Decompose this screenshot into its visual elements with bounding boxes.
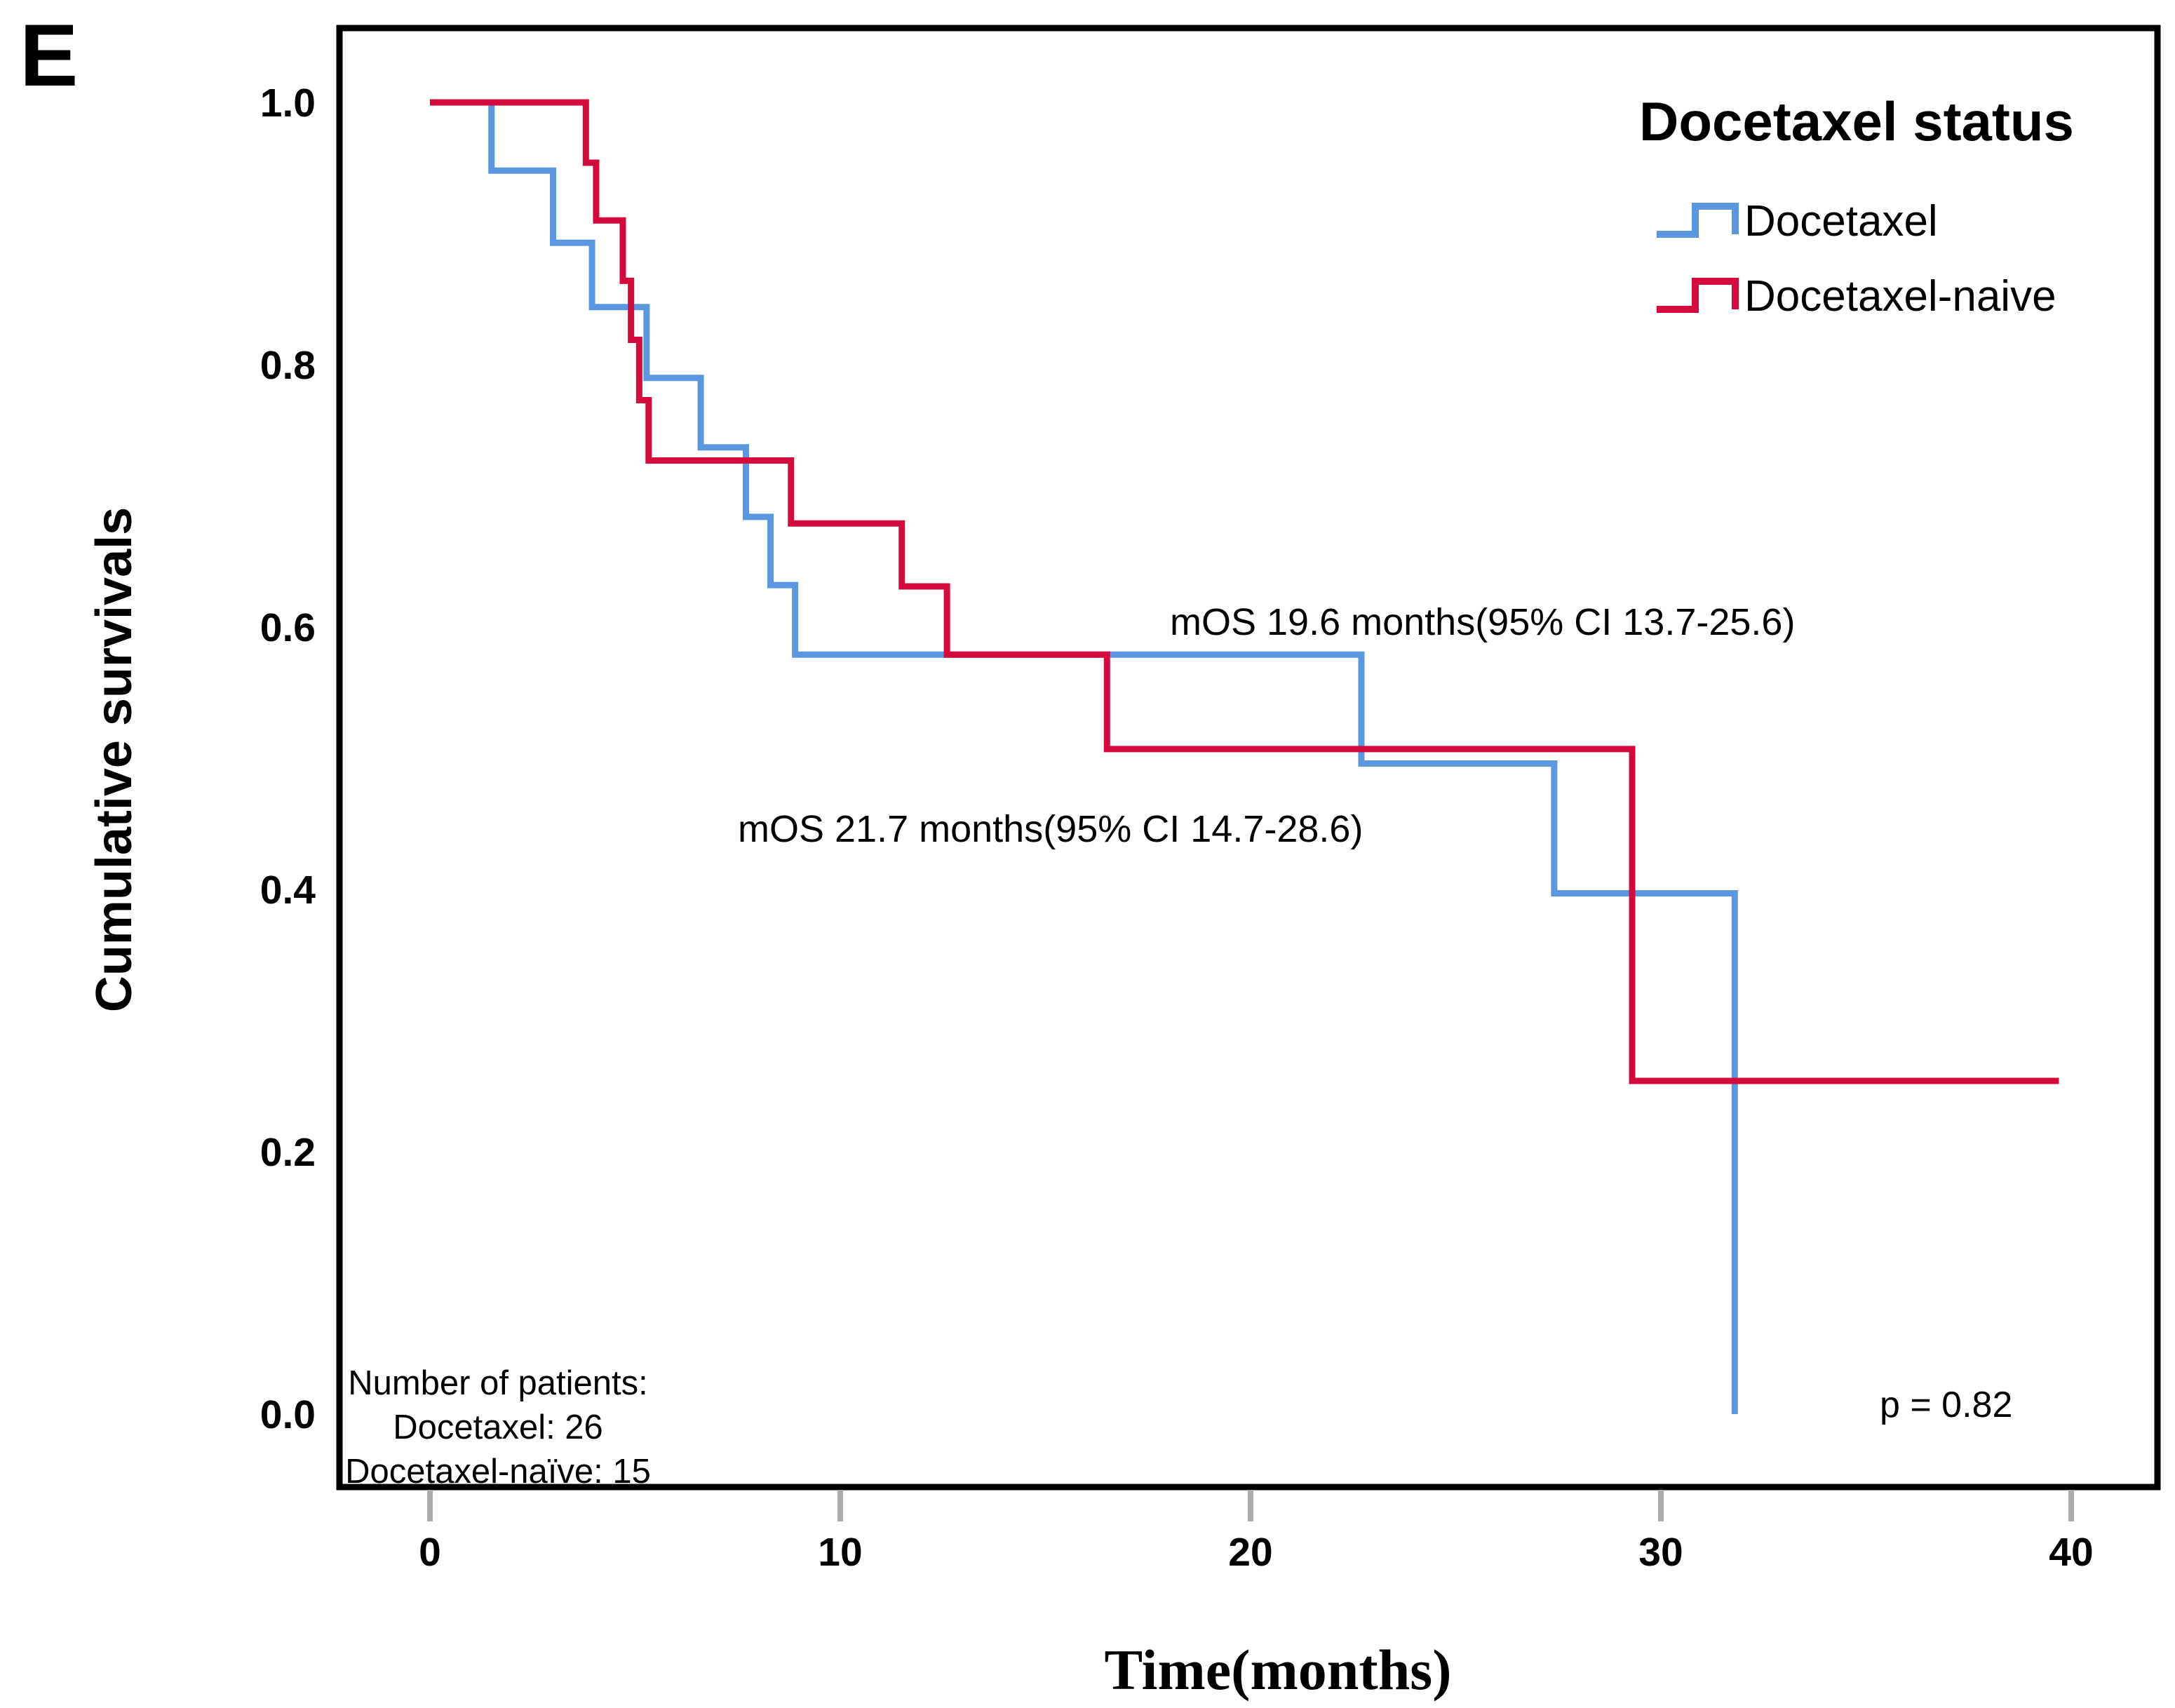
y-tick-label-0.4: 0.4: [260, 868, 316, 913]
x-tick-label-20: 20: [1228, 1530, 1272, 1575]
legend-label-docetaxel-naive: Docetaxel-naive: [1744, 272, 2056, 321]
annotation-mos-lower: mOS 21.7 months(95% CI 14.7-28.6): [738, 808, 1363, 850]
patients-note-line3: Docetaxel-naïve: 15: [345, 1453, 651, 1491]
p-value-label: p = 0.82: [1880, 1385, 2012, 1425]
y-tick-label-0.2: 0.2: [260, 1130, 316, 1175]
x-tick-label-30: 30: [1638, 1530, 1683, 1575]
patients-note-line2: Docetaxel: 26: [393, 1408, 603, 1446]
plot-frame: [336, 25, 2161, 1491]
legend: Docetaxel status Docetaxel Docetaxel-nai…: [1639, 90, 2074, 321]
x-axis-tick-labels: 0 10 20 30 40: [419, 1530, 2094, 1575]
y-axis-tick-labels: 1.0 0.8 0.6 0.4 0.2 0.0: [260, 81, 316, 1437]
x-axis-title: Time(months): [1104, 1638, 1451, 1702]
y-tick-label-1.0: 1.0: [260, 81, 316, 126]
x-tick-label-40: 40: [2049, 1530, 2093, 1575]
y-tick-label-0.6: 0.6: [260, 605, 316, 650]
annotation-mos-upper: mOS 19.6 months(95% CI 13.7-25.6): [1170, 601, 1795, 643]
legend-key-docetaxel-step-icon: [1657, 203, 1739, 238]
x-tick-label-0: 0: [419, 1530, 441, 1575]
x-tick-label-10: 10: [818, 1530, 862, 1575]
patients-note: Number of patients: Docetaxel: 26 Doceta…: [345, 1364, 651, 1491]
y-tick-label-0.8: 0.8: [260, 343, 316, 388]
y-axis-title: Cumulative survivals: [86, 507, 142, 1012]
legend-label-docetaxel: Docetaxel: [1744, 197, 1938, 246]
legend-key-docetaxel-naive-step-icon: [1657, 278, 1739, 313]
patients-note-line1: Number of patients:: [348, 1364, 648, 1402]
x-axis-ticks: [427, 1490, 2074, 1521]
curve-docetaxel: [430, 99, 1738, 1414]
y-tick-label-0.0: 0.0: [260, 1392, 316, 1437]
curve-docetaxel-naive: [430, 99, 2059, 1084]
legend-title: Docetaxel status: [1639, 90, 2074, 152]
panel-label: E: [20, 7, 78, 105]
survival-curves: [430, 99, 2059, 1414]
